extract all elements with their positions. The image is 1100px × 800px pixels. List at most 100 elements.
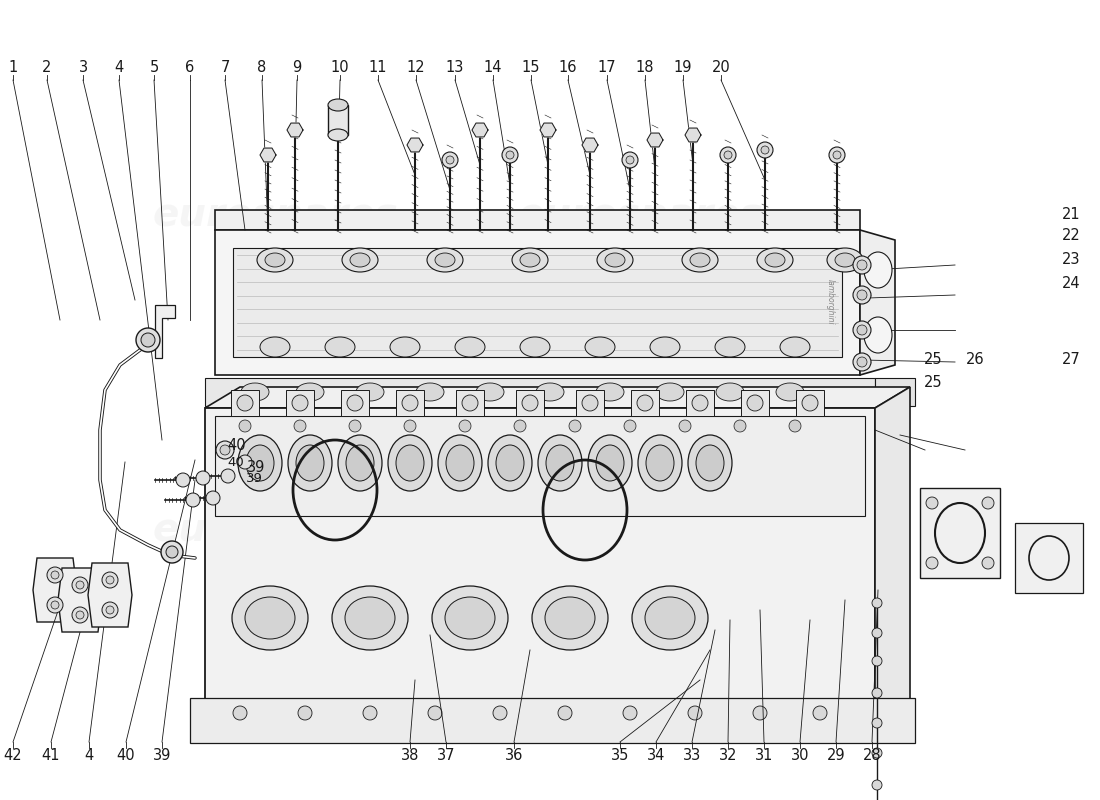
Ellipse shape: [446, 597, 495, 639]
Bar: [686, 390, 714, 416]
Circle shape: [220, 445, 230, 455]
Text: 39: 39: [246, 472, 263, 485]
Ellipse shape: [864, 317, 892, 353]
Bar: [190, 698, 915, 743]
Bar: [214, 416, 865, 516]
Circle shape: [459, 420, 471, 432]
Text: 39: 39: [248, 461, 265, 475]
Circle shape: [802, 395, 818, 411]
Circle shape: [626, 156, 634, 164]
Bar: [576, 390, 604, 416]
Text: 5: 5: [150, 61, 158, 75]
Circle shape: [982, 557, 994, 569]
Text: 25: 25: [924, 353, 943, 367]
Polygon shape: [205, 387, 910, 408]
Ellipse shape: [257, 248, 293, 272]
Ellipse shape: [296, 445, 324, 481]
Text: 32: 32: [718, 747, 737, 762]
Ellipse shape: [776, 383, 804, 401]
Text: 34: 34: [647, 747, 666, 762]
Ellipse shape: [690, 253, 710, 267]
Circle shape: [754, 706, 767, 720]
Circle shape: [404, 420, 416, 432]
Bar: [286, 390, 313, 416]
Ellipse shape: [388, 435, 432, 491]
Polygon shape: [472, 123, 488, 137]
Text: 20: 20: [712, 61, 730, 75]
Circle shape: [872, 688, 882, 698]
Circle shape: [51, 601, 59, 609]
Text: 6: 6: [186, 61, 195, 75]
Circle shape: [679, 420, 691, 432]
Circle shape: [239, 420, 251, 432]
Circle shape: [206, 491, 220, 505]
Circle shape: [747, 395, 763, 411]
Text: 27: 27: [1062, 353, 1080, 367]
Bar: [214, 230, 860, 375]
Text: 26: 26: [966, 353, 984, 367]
Ellipse shape: [546, 445, 574, 481]
Polygon shape: [582, 138, 598, 152]
Ellipse shape: [350, 253, 370, 267]
Circle shape: [872, 780, 882, 790]
Ellipse shape: [597, 248, 632, 272]
Ellipse shape: [835, 253, 855, 267]
Text: 28: 28: [862, 747, 881, 762]
Text: 21: 21: [1062, 207, 1080, 222]
Circle shape: [852, 286, 871, 304]
Circle shape: [161, 541, 183, 563]
Bar: [741, 390, 769, 416]
Ellipse shape: [324, 337, 355, 357]
Text: eurospares: eurospares: [517, 196, 763, 234]
Ellipse shape: [512, 248, 548, 272]
Polygon shape: [540, 123, 556, 137]
Text: 12: 12: [407, 61, 426, 75]
Ellipse shape: [446, 445, 474, 481]
Text: 42: 42: [3, 747, 22, 762]
Text: eurospares: eurospares: [152, 196, 398, 234]
Ellipse shape: [757, 248, 793, 272]
Circle shape: [829, 147, 845, 163]
Circle shape: [136, 328, 160, 352]
Bar: [328, 105, 348, 135]
Text: 22: 22: [1062, 229, 1080, 243]
Ellipse shape: [245, 597, 295, 639]
Text: 40: 40: [117, 747, 135, 762]
Ellipse shape: [332, 586, 408, 650]
Ellipse shape: [520, 253, 540, 267]
Ellipse shape: [632, 586, 708, 650]
Polygon shape: [287, 123, 303, 137]
Circle shape: [462, 395, 478, 411]
Ellipse shape: [715, 337, 745, 357]
Ellipse shape: [596, 445, 624, 481]
Ellipse shape: [646, 445, 674, 481]
Circle shape: [872, 628, 882, 638]
Bar: [631, 390, 659, 416]
Text: 7: 7: [220, 61, 230, 75]
Circle shape: [102, 602, 118, 618]
Ellipse shape: [682, 248, 718, 272]
Circle shape: [688, 706, 702, 720]
Circle shape: [506, 151, 514, 159]
Circle shape: [106, 606, 114, 614]
Polygon shape: [260, 148, 276, 162]
Polygon shape: [874, 387, 910, 728]
Ellipse shape: [416, 383, 444, 401]
Circle shape: [813, 706, 827, 720]
Ellipse shape: [396, 445, 424, 481]
Circle shape: [196, 471, 210, 485]
Ellipse shape: [532, 586, 608, 650]
Ellipse shape: [390, 337, 420, 357]
Ellipse shape: [434, 253, 455, 267]
Circle shape: [141, 333, 155, 347]
Circle shape: [872, 718, 882, 728]
Text: 33: 33: [683, 747, 701, 762]
Text: 38: 38: [400, 747, 419, 762]
Circle shape: [720, 147, 736, 163]
Ellipse shape: [716, 383, 744, 401]
Text: 11: 11: [368, 61, 387, 75]
Ellipse shape: [780, 337, 810, 357]
Text: 4: 4: [85, 747, 94, 762]
Ellipse shape: [696, 445, 724, 481]
Ellipse shape: [455, 337, 485, 357]
